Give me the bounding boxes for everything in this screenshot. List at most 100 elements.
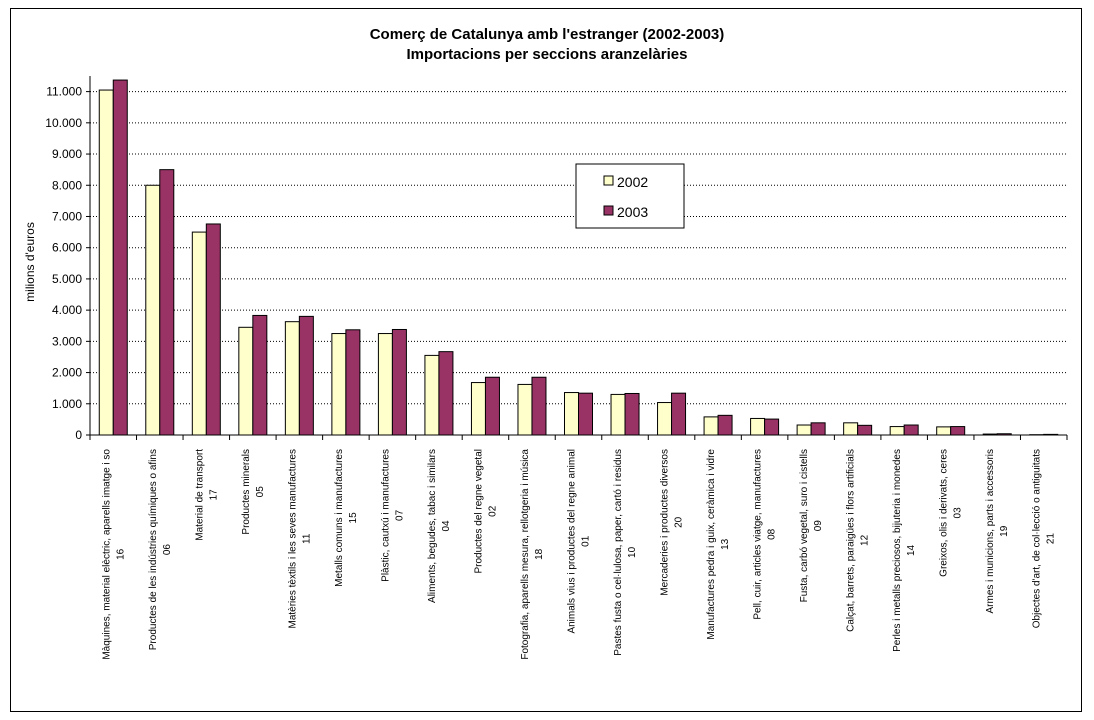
- bar-2002-06: [145, 184, 161, 436]
- bar-2003-20: [671, 392, 687, 436]
- x-tick-code: 08: [767, 528, 778, 540]
- x-tick-code: 12: [860, 534, 871, 546]
- legend-label-2003: 2003: [617, 204, 648, 220]
- x-tick-label: Mercaderies i productes diversos: [660, 449, 671, 596]
- y-tick-label: 11.000: [46, 85, 82, 99]
- x-tick-code: 01: [581, 535, 592, 547]
- bar-2003-11: [298, 315, 314, 436]
- bar-2002-14: [889, 426, 905, 436]
- x-tick-label: Màquines, material elèctric, aparells im…: [101, 449, 112, 660]
- bar-2002-09: [796, 424, 812, 436]
- bar-2003-13: [717, 414, 733, 436]
- bar-2002-04: [424, 354, 440, 436]
- bar-2003-17: [205, 223, 221, 436]
- x-tick-label: Plàstic, cautxú i manufactures: [380, 449, 391, 582]
- x-tick-label: Objectes d'art, de col·lecció o antiguit…: [1032, 449, 1043, 628]
- legend-swatch-2002: [603, 175, 614, 186]
- y-tick-label: 7.000: [52, 209, 82, 223]
- legend-swatch-2003: [603, 205, 614, 216]
- bar-2003-05: [252, 314, 268, 436]
- y-tick-label: 2.000: [52, 366, 82, 380]
- x-tick-code: 16: [115, 548, 126, 560]
- x-tick-code: 14: [906, 544, 917, 556]
- bars: [98, 79, 1059, 436]
- x-tick-code: 19: [999, 525, 1010, 537]
- x-tick-label: Animals vius i productes del regne anima…: [567, 449, 578, 634]
- x-tick-code: 05: [255, 486, 266, 498]
- x-tick-code: 18: [534, 548, 545, 560]
- bar-2002-16: [98, 89, 114, 436]
- y-tick-label: 6.000: [52, 241, 82, 255]
- y-tick-label: 4.000: [52, 303, 82, 317]
- bar-2003-21: [1043, 433, 1059, 436]
- x-tick-code: 04: [441, 520, 452, 532]
- x-tick-label: Perles i metalls preciosos, bijuteria i …: [892, 449, 903, 652]
- bar-2002-07: [377, 333, 393, 436]
- bar-2003-12: [857, 424, 873, 436]
- axes: 0 1.000 2.000 3.000 4.000 5.000 6.000 7.000 8.00…: [45, 76, 1068, 442]
- bar-2002-02: [470, 382, 486, 436]
- x-tick-label: Productes del regne vegetal: [473, 449, 484, 574]
- x-tick-code: 21: [1046, 533, 1057, 545]
- y-tick-label: 1.000: [52, 397, 82, 411]
- chart-subtitle: Importacions per seccions aranzelàries: [406, 46, 688, 63]
- bar-2003-09: [810, 422, 826, 436]
- bar-2003-01: [578, 392, 593, 436]
- bar-2003-15: [345, 329, 361, 436]
- x-tick-label: Manufactures pedra i guix, ceràmica i vi…: [706, 449, 717, 640]
- y-tick-label: 0: [75, 428, 82, 442]
- x-tick-code: 11: [301, 533, 312, 544]
- bar-2002-13: [703, 416, 719, 436]
- bar-2002-10: [610, 393, 626, 436]
- x-tick-label: Metalls comuns i manufactures: [334, 449, 345, 587]
- bar-2002-03: [936, 426, 952, 436]
- bar-2002-17: [191, 231, 207, 436]
- bar-2003-07: [391, 328, 407, 436]
- x-tick-label: Armes i municions, parts i accessoris: [985, 449, 996, 614]
- bar-2002-01: [564, 392, 579, 436]
- x-tick-label: Fotografia, aparells mesura, rellotgeria…: [520, 449, 531, 660]
- bar-2003-18: [531, 376, 547, 436]
- chart-title: Comerç de Catalunya amb l'estranger (200…: [369, 26, 725, 43]
- bar-2003-06: [159, 169, 175, 436]
- bar-2003-14: [903, 424, 919, 436]
- bar-2002-05: [238, 326, 254, 436]
- x-tick-label: Calçat, barrets, paraigües i flors artif…: [846, 449, 857, 632]
- x-tick-code: 06: [162, 544, 173, 556]
- bar-2002-12: [843, 422, 859, 436]
- y-tick-label: 8.000: [52, 178, 82, 192]
- bar-2002-15: [331, 333, 347, 436]
- bar-2003-19: [996, 433, 1012, 436]
- x-tick-code: 17: [208, 489, 219, 501]
- legend-label-2002: 2002: [617, 174, 648, 190]
- x-tick-label: Matèries tèxtils i les seves manufacture…: [287, 449, 298, 629]
- legend: 2002 2003: [575, 163, 685, 229]
- bar-2003-10: [624, 392, 640, 436]
- x-tick-label: Productes minerals: [241, 449, 252, 535]
- x-tick-label: Aliments, begudes, tabac i similars: [427, 449, 438, 603]
- gridlines: [90, 91, 1067, 405]
- y-axis-title: milions d'euros: [23, 222, 37, 302]
- y-tick-label: 9.000: [52, 147, 82, 161]
- bar-2002-20: [657, 402, 673, 436]
- x-tick-label: Greixos, olis i derivats, ceres: [939, 449, 950, 577]
- x-tick-code: 02: [487, 505, 498, 517]
- x-tick-code: 09: [813, 520, 824, 532]
- x-tick-label: Material de transport: [194, 449, 205, 541]
- bar-2003-02: [484, 376, 500, 436]
- x-tick-label: Pell, cuir, articles viatge, manufacture…: [753, 449, 764, 620]
- x-tick-code: 15: [348, 512, 359, 524]
- bar-2003-16: [112, 79, 128, 436]
- bar-2002-19: [982, 433, 998, 436]
- x-tick-label: Fusta, carbó vegetal, suro i cistells: [799, 449, 810, 602]
- y-tick-label: 3.000: [52, 334, 82, 348]
- bar-2002-11: [284, 321, 300, 436]
- bar-2003-08: [764, 418, 780, 436]
- y-tick-label: 5.000: [52, 272, 82, 286]
- x-tick-labels: Màquines, material elèctric, aparells im…: [101, 449, 1056, 660]
- x-tick-code: 07: [394, 509, 405, 521]
- bar-2003-03: [950, 426, 966, 436]
- x-tick-code: 10: [627, 546, 638, 558]
- x-tick-code: 20: [674, 516, 685, 528]
